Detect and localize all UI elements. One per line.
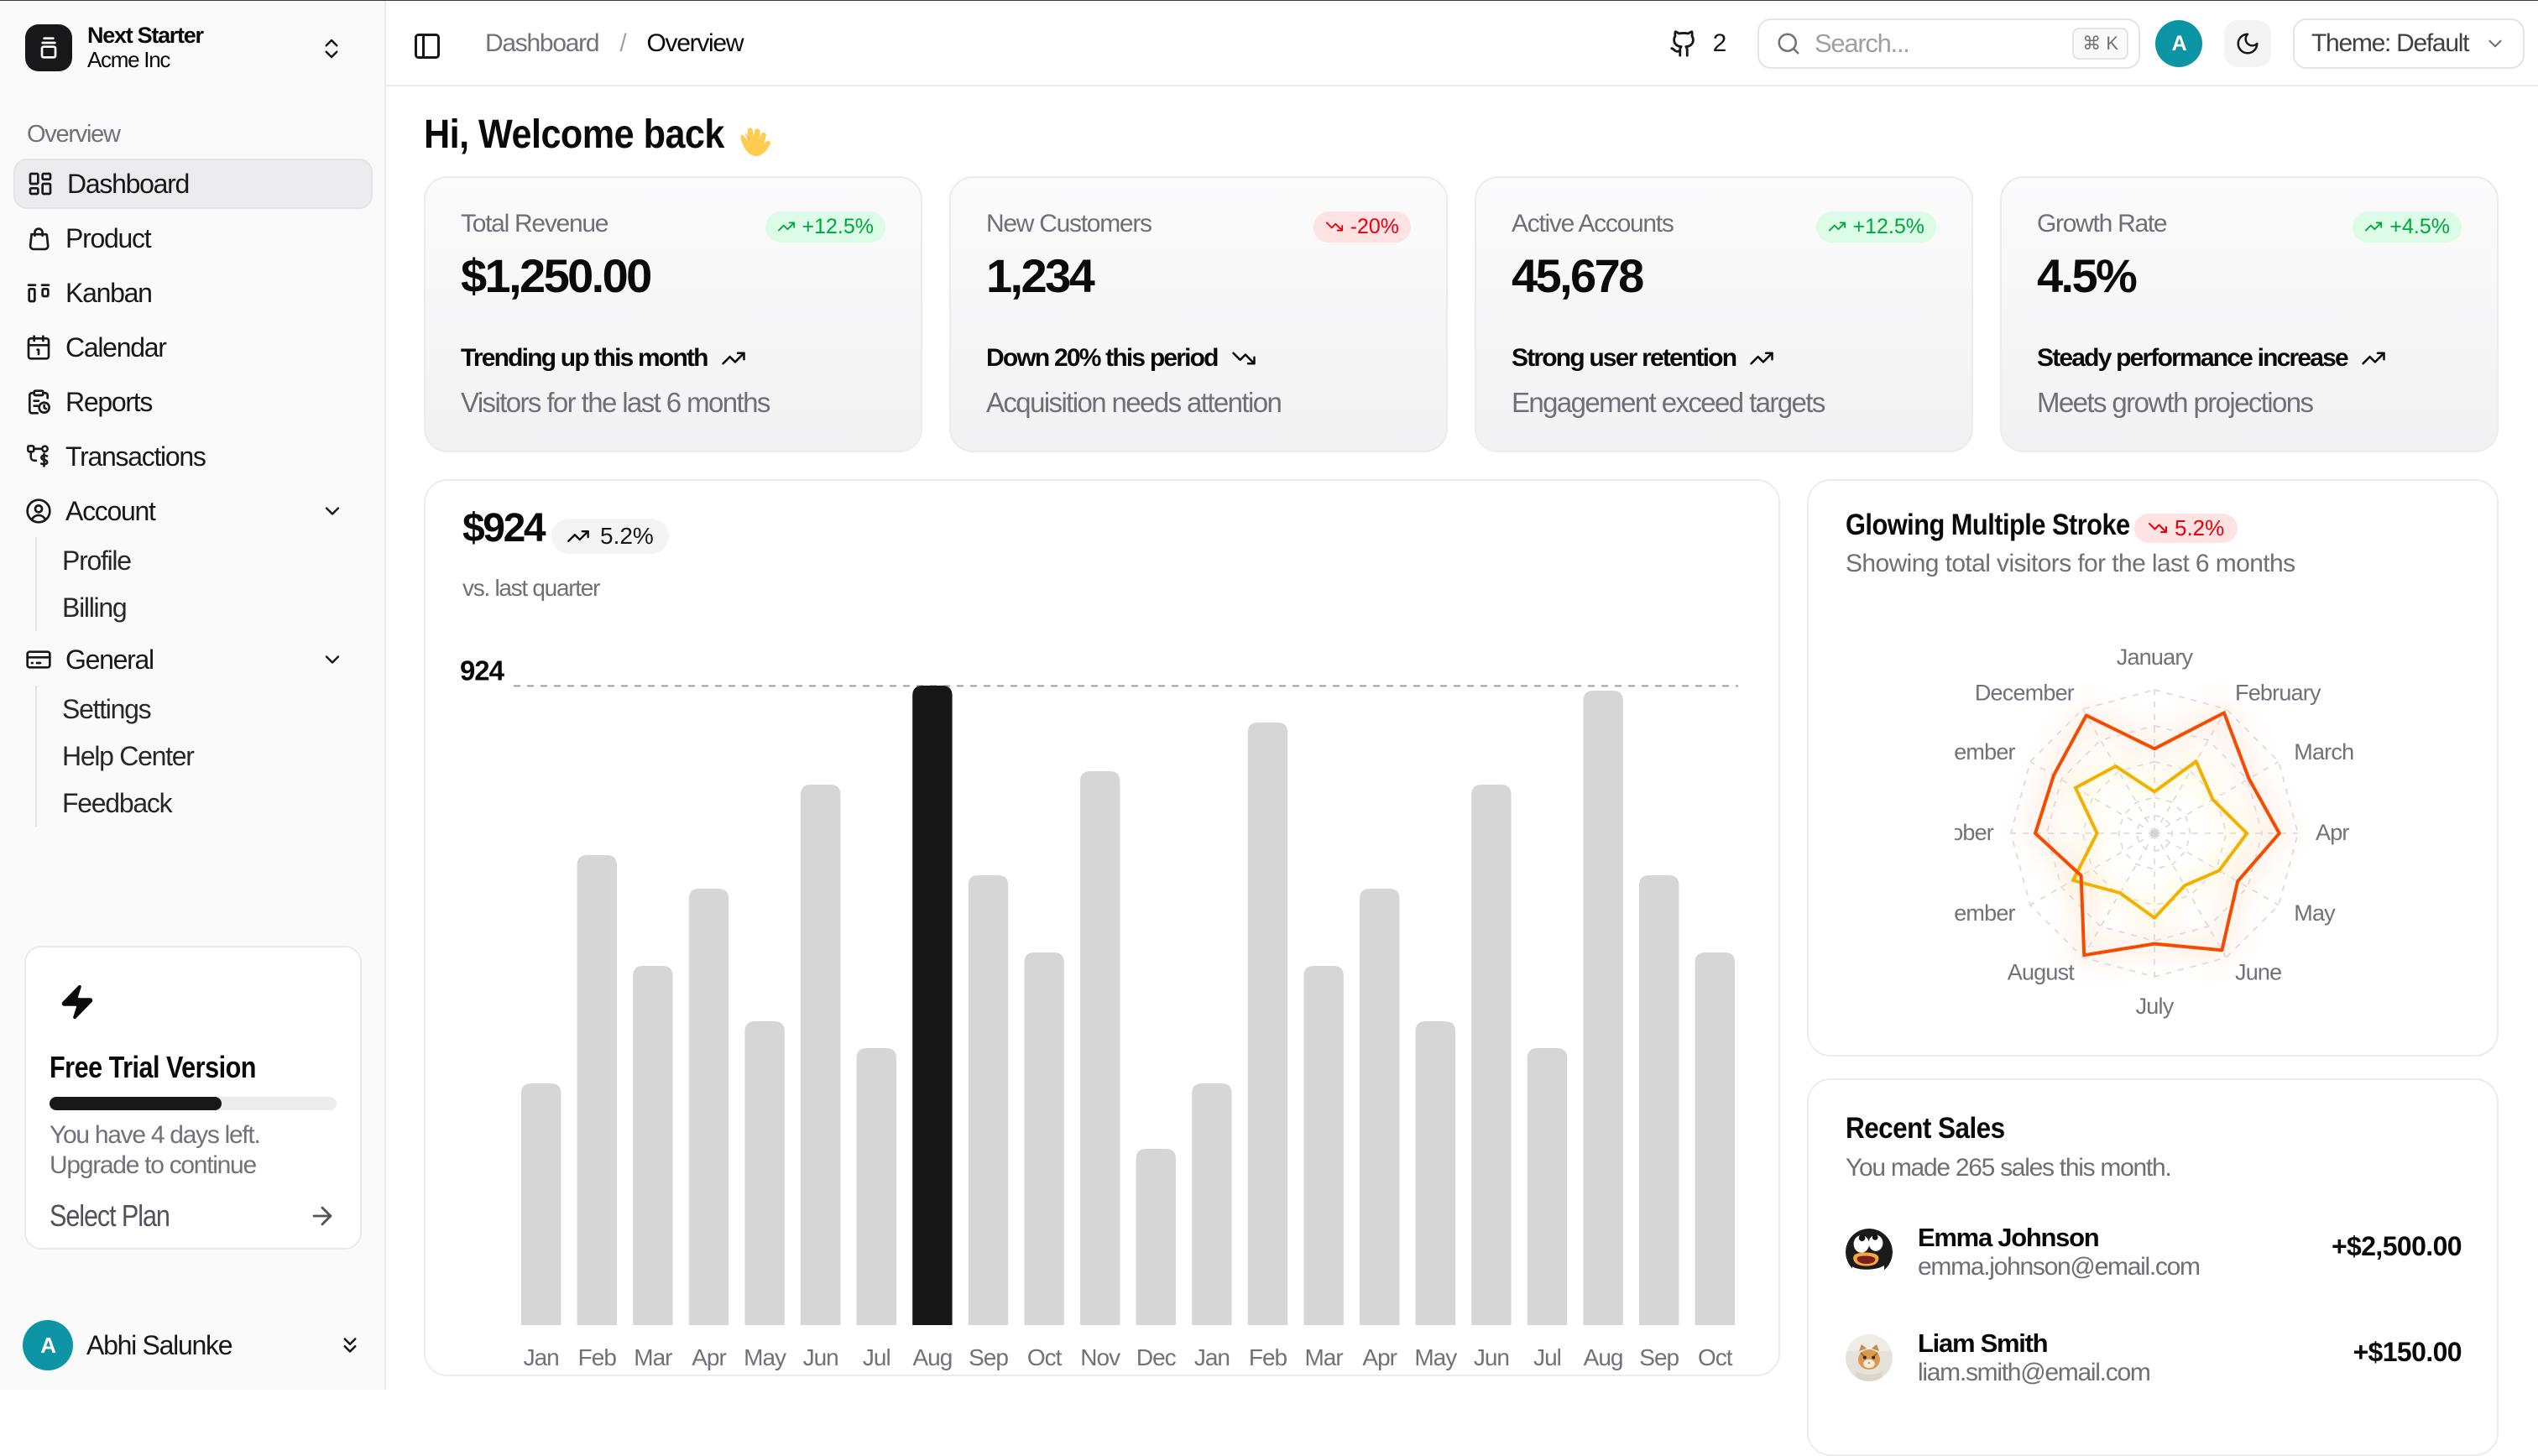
- svg-text:Jul: Jul: [1533, 1344, 1561, 1370]
- svg-text:December: December: [1975, 681, 2075, 706]
- svg-text:May: May: [744, 1344, 786, 1370]
- svg-text:Jan: Jan: [524, 1344, 559, 1370]
- svg-text:Jun: Jun: [803, 1344, 838, 1370]
- svg-text:Jan: Jan: [1194, 1344, 1230, 1370]
- svg-text:Oct: Oct: [1027, 1344, 1063, 1370]
- svg-text:Dec: Dec: [1136, 1344, 1177, 1370]
- svg-text:May: May: [2294, 900, 2336, 926]
- svg-text:Apr: Apr: [2316, 820, 2349, 845]
- svg-text:October: October: [1955, 820, 1994, 845]
- svg-text:Jun: Jun: [1474, 1344, 1509, 1370]
- svg-text:Apr: Apr: [692, 1344, 726, 1370]
- svg-text:August: August: [2008, 959, 2076, 984]
- svg-text:Aug: Aug: [912, 1344, 952, 1370]
- svg-text:Jul: Jul: [863, 1344, 890, 1370]
- svg-text:Feb: Feb: [1249, 1344, 1287, 1370]
- svg-text:November: November: [1955, 739, 2016, 765]
- svg-text:March: March: [2294, 739, 2353, 765]
- svg-text:Aug: Aug: [1584, 1344, 1623, 1370]
- svg-text:Mar: Mar: [1304, 1344, 1343, 1370]
- svg-text:July: July: [2136, 994, 2175, 1019]
- svg-text:924: 924: [460, 655, 505, 686]
- svg-text:Feb: Feb: [578, 1344, 617, 1370]
- svg-text:June: June: [2235, 959, 2281, 984]
- svg-text:Apr: Apr: [1362, 1344, 1397, 1370]
- svg-text:January: January: [2117, 645, 2194, 670]
- svg-text:May: May: [1414, 1344, 1457, 1370]
- svg-text:February: February: [2235, 681, 2321, 706]
- svg-text:September: September: [1955, 900, 2016, 926]
- svg-text:Sep: Sep: [1639, 1344, 1679, 1370]
- svg-text:Mar: Mar: [634, 1344, 672, 1370]
- svg-text:Oct: Oct: [1698, 1344, 1733, 1370]
- svg-text:Sep: Sep: [969, 1344, 1008, 1370]
- svg-text:Nov: Nov: [1080, 1344, 1120, 1370]
